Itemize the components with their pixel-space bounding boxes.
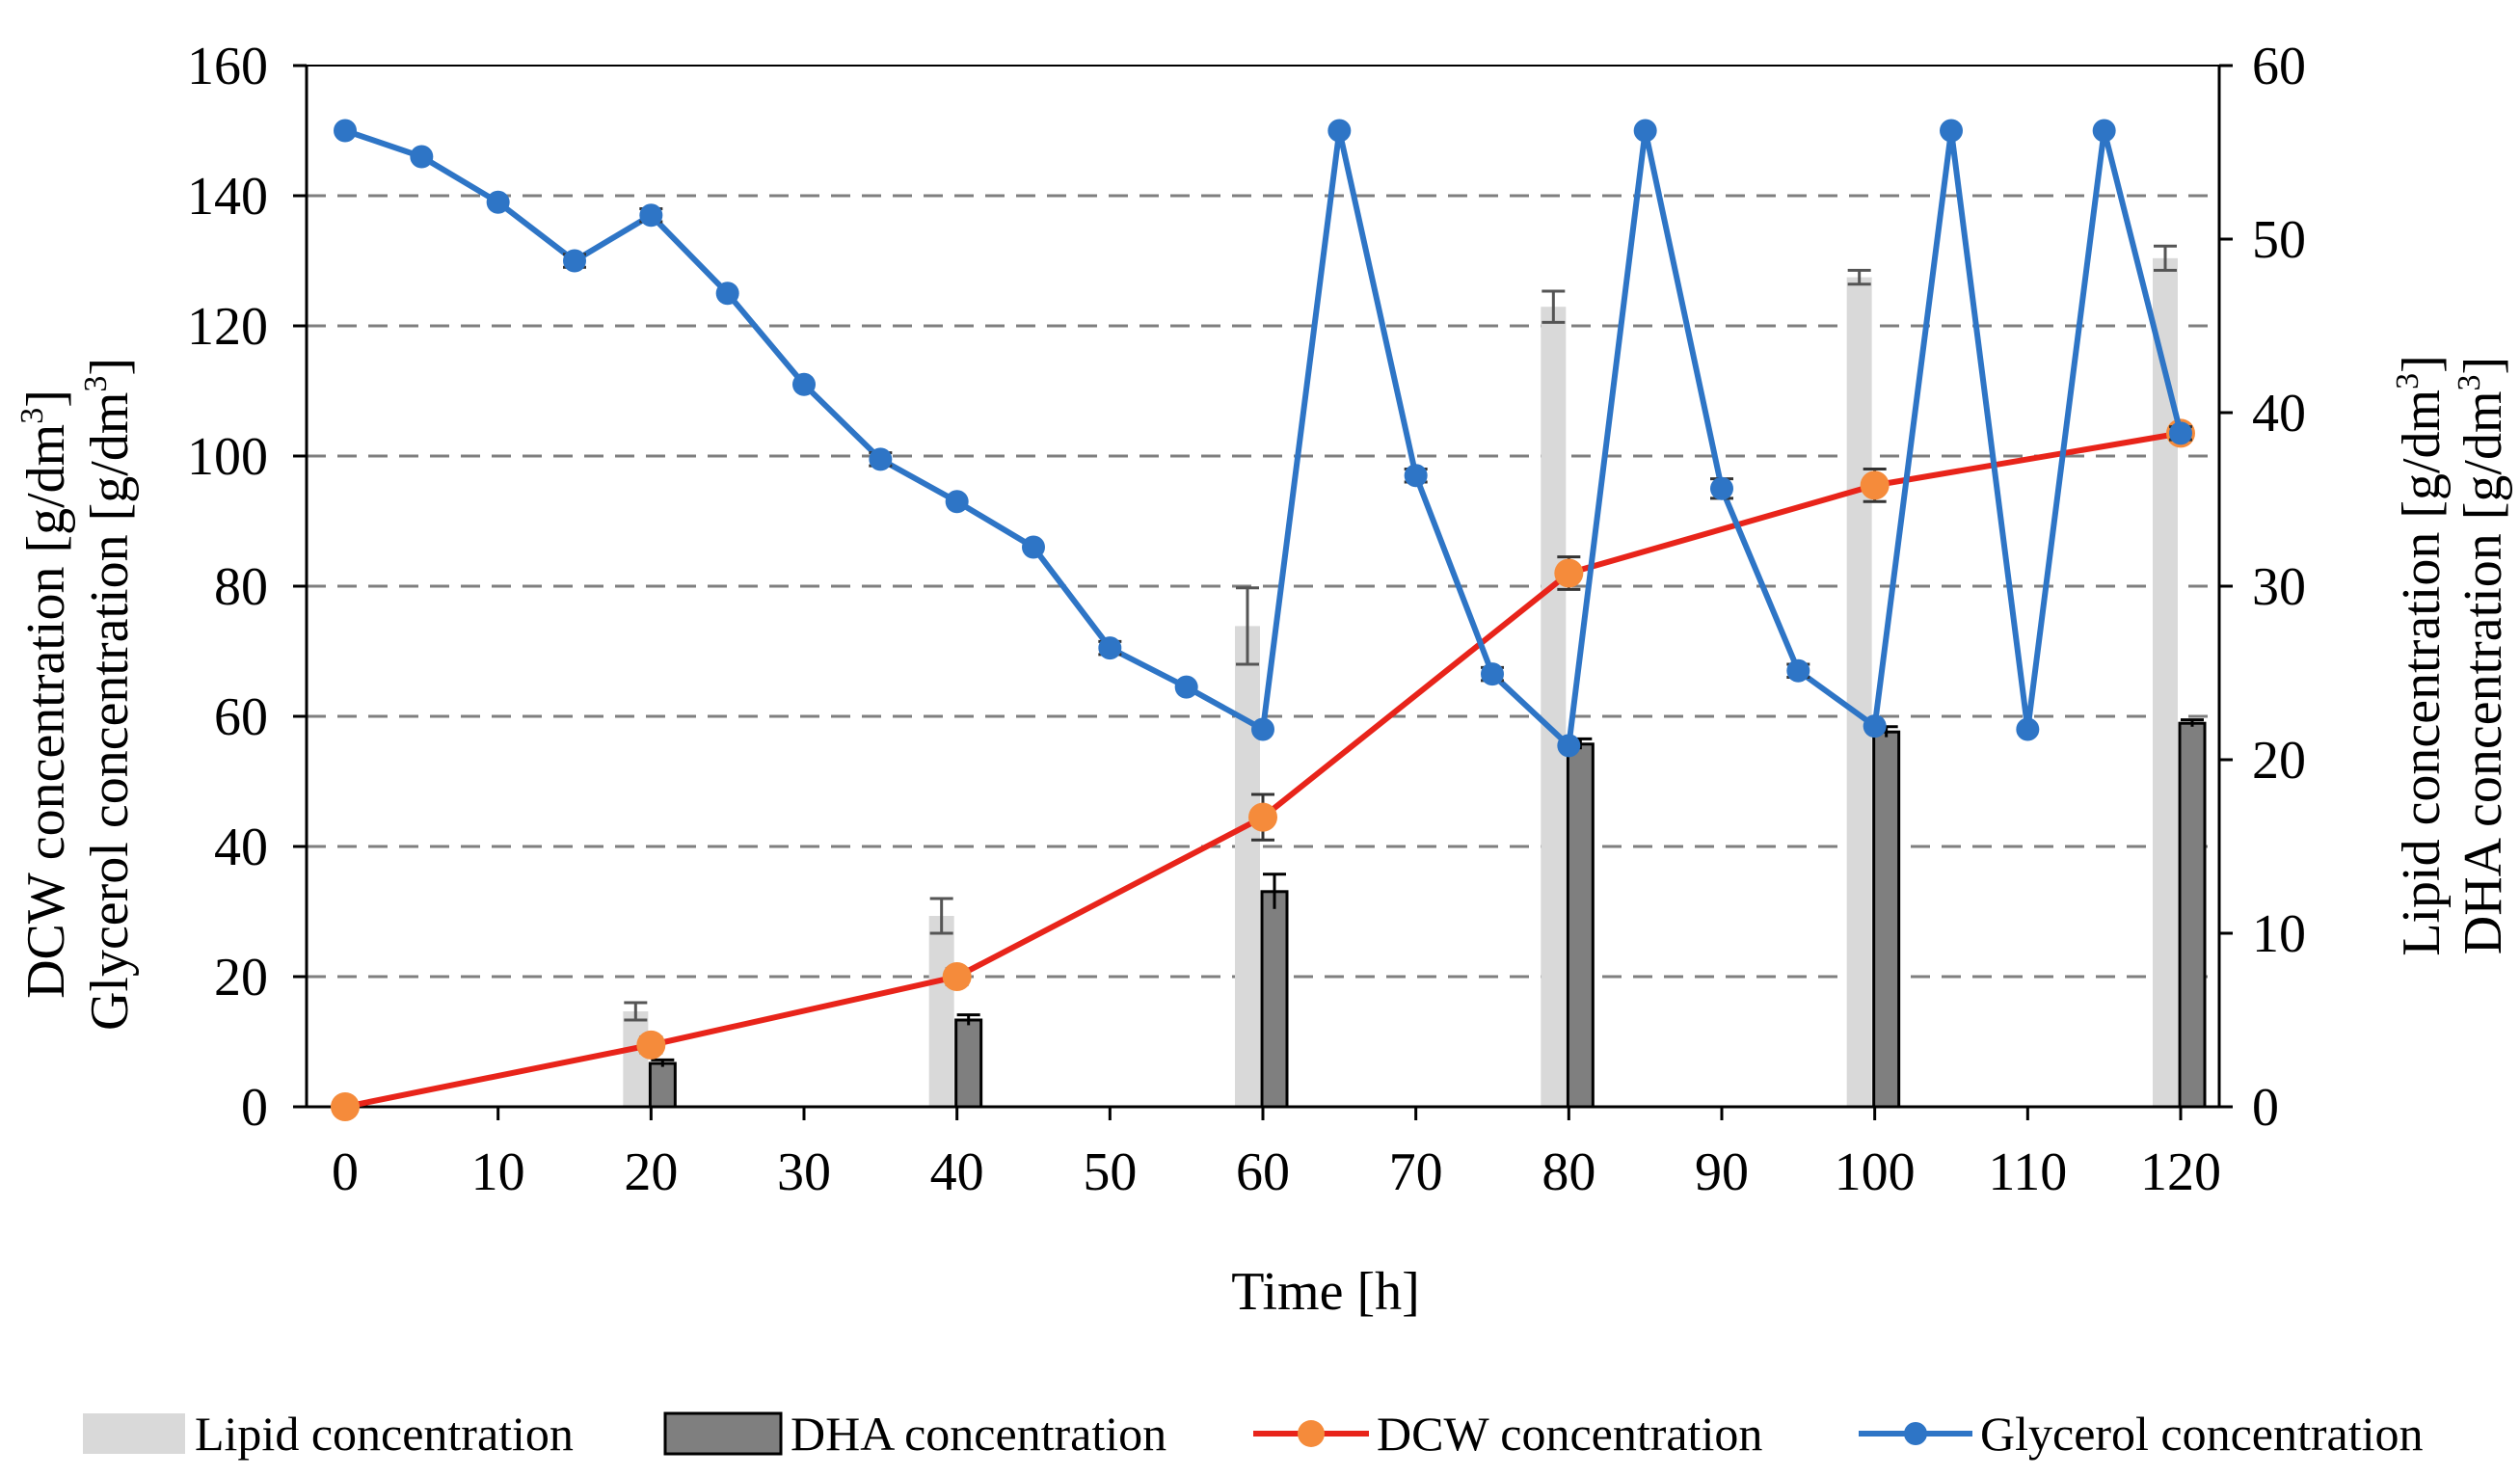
y-right-axis-title-line1: Lipid concentration [g/dm3]	[2390, 355, 2452, 956]
glycerol-point	[1633, 119, 1657, 143]
x-tick-label: 70	[1389, 1142, 1443, 1202]
x-tick-label: 10	[471, 1142, 525, 1202]
lipid-bar	[1846, 277, 1872, 1108]
glycerol-point	[334, 119, 357, 143]
lipid-bar	[1235, 626, 1260, 1107]
glycerol-point	[1786, 658, 1810, 683]
x-tick-label: 90	[1695, 1142, 1749, 1202]
legend-label-dcw: DCW concentration	[1377, 1407, 1762, 1461]
glycerol-point	[1098, 636, 1122, 660]
dcw-point	[331, 1092, 360, 1121]
y-right-tick-label: 0	[2252, 1078, 2279, 1138]
y-left-axis-title-line2: Glycerol concentration [g/dm3]	[78, 358, 140, 1031]
x-tick-label: 80	[1541, 1142, 1595, 1202]
dcw-point	[636, 1030, 666, 1060]
y-right-tick-label: 20	[2252, 731, 2306, 791]
y-left-tick-label: 20	[214, 948, 268, 1007]
legend-label-dha: DHA concentration	[791, 1407, 1166, 1461]
dha-bar	[1566, 742, 1595, 1109]
legend-swatch-lipid	[83, 1413, 185, 1454]
glycerol-point	[715, 282, 739, 306]
y-left-tick-label: 0	[241, 1078, 268, 1138]
glycerol-point	[410, 145, 434, 169]
y-left-tick-label: 60	[214, 687, 268, 747]
glycerol-point	[2169, 421, 2192, 445]
bar-layer	[623, 244, 2207, 1109]
y-left-tick-label: 40	[214, 818, 268, 877]
dha-bar	[2178, 721, 2207, 1109]
legend-swatch-dha	[663, 1411, 783, 1456]
grid	[307, 194, 2219, 979]
lipid-bar	[2153, 257, 2178, 1107]
glycerol-point	[1940, 119, 1963, 143]
glycerol-point	[1863, 714, 1887, 738]
dcw-point	[1248, 802, 1277, 832]
glycerol-point	[639, 203, 663, 228]
glycerol-point	[486, 190, 510, 214]
glycerol-point	[792, 372, 816, 396]
legend: Lipid concentration DHA concentration DC…	[83, 1407, 2424, 1461]
glycerol-point	[1481, 662, 1504, 686]
x-tick-label: 0	[332, 1142, 359, 1202]
glycerol-point	[1710, 476, 1733, 500]
glycerol-point	[1251, 717, 1274, 741]
x-tick-label: 110	[1988, 1142, 2067, 1202]
y-right-tick-label: 10	[2252, 904, 2306, 964]
y-right-tick-label: 50	[2252, 210, 2306, 270]
legend-marker-glycerol	[1904, 1422, 1927, 1445]
dha-bar	[1872, 730, 1901, 1109]
legend-label-glycerol: Glycerol concentration	[1980, 1407, 2424, 1461]
y-right-tick-label: 30	[2252, 557, 2306, 617]
y-left-tick-label: 120	[187, 297, 268, 357]
y-right-tick-label: 60	[2252, 37, 2306, 96]
x-tick-label: 30	[777, 1142, 831, 1202]
glycerol-point	[1404, 464, 1428, 488]
axes: 0 20 40 60 80 100 120 140 160 0 10 20 30 40 50 60 0 10 20 3…	[187, 37, 2306, 1202]
y-left-tick-label: 100	[187, 427, 268, 487]
x-axis-title: Time [h]	[1231, 1262, 1420, 1322]
y-right-axis-title-line2: DHA concentration [g/dm3]	[2452, 357, 2513, 954]
lipid-bar	[623, 1011, 649, 1107]
dha-bar	[648, 1061, 677, 1109]
legend-marker-dcw	[1298, 1420, 1325, 1447]
x-tick-label: 50	[1083, 1142, 1137, 1202]
glycerol-point	[1327, 119, 1352, 143]
line-layer	[331, 119, 2195, 1121]
glycerol-point	[1174, 675, 1198, 699]
x-tick-label: 120	[2140, 1142, 2221, 1202]
y-left-axis-title-line1: DCW concentration [g/dm3]	[14, 389, 76, 999]
glycerol-point	[869, 447, 893, 471]
dcw-point	[1554, 558, 1584, 588]
glycerol-point	[945, 490, 969, 514]
y-right-tick-label: 40	[2252, 384, 2306, 443]
lipid-bar	[928, 916, 954, 1107]
glycerol-point	[1022, 535, 1045, 559]
x-tick-label: 100	[1835, 1142, 1916, 1202]
legend-label-lipid: Lipid concentration	[195, 1407, 574, 1461]
glycerol-point	[563, 249, 586, 273]
x-tick-label: 60	[1236, 1142, 1290, 1202]
y-left-tick-label: 80	[214, 557, 268, 617]
lipid-bar	[1541, 307, 1567, 1107]
glycerol-point	[2092, 119, 2116, 143]
dha-bar	[1260, 890, 1289, 1109]
glycerol-point	[2016, 717, 2040, 741]
x-tick-label: 40	[930, 1142, 984, 1202]
dcw-point	[942, 962, 972, 991]
y-left-tick-label: 140	[187, 167, 268, 227]
glycerol-point	[1557, 734, 1581, 758]
y-left-tick-label: 160	[187, 37, 268, 96]
dha-bar	[954, 1018, 983, 1109]
dcw-point	[1860, 470, 1890, 500]
x-tick-label: 20	[624, 1142, 678, 1202]
